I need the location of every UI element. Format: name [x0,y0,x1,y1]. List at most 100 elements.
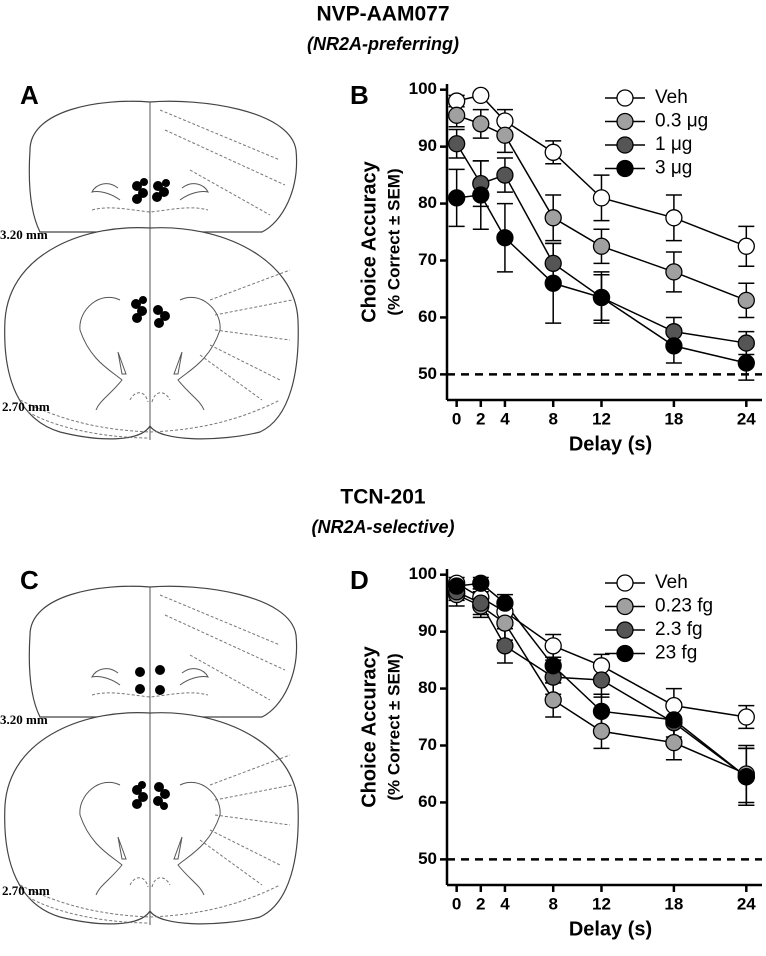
x-tick-label: 2 [476,894,485,913]
data-point [544,143,562,161]
data-point [737,768,755,786]
data-point [544,209,562,227]
legend-label: Veh [655,87,688,108]
y-tick-label: 60 [418,307,437,326]
y-tick-label: 50 [418,849,437,868]
legend-label: 0.3 μg [655,111,708,132]
legend-label: 2.3 fg [655,619,703,640]
panel-letter: D [350,565,369,595]
data-point [472,594,490,612]
x-tick-label: 18 [664,409,683,428]
data-point [544,254,562,273]
data-point [472,574,490,592]
legend-label: Veh [655,572,688,593]
x-axis-label: Delay (s) [569,433,652,455]
data-point [665,734,683,752]
legend-marker [616,644,634,663]
data-point [448,577,466,595]
x-tick-label: 0 [452,409,461,428]
y-tick-label: 60 [418,792,437,811]
data-point [665,209,683,227]
x-tick-label: 2 [476,409,485,428]
y-tick-label: 70 [418,735,437,754]
data-point [448,189,466,207]
x-tick-label: 8 [548,409,557,428]
data-point [496,614,514,632]
data-point [472,86,490,105]
x-tick-label: 24 [737,409,756,428]
y-axis-label: (% Correct ± SEM) [384,653,403,800]
y-axis-label: (% Correct ± SEM) [384,168,403,315]
legend-marker [616,597,634,616]
x-tick-label: 18 [664,894,683,913]
y-axis-label: Choice Accuracy [358,160,380,322]
legend-label: 3 μg [655,158,692,179]
data-point [544,274,562,292]
data-point [592,722,611,740]
y-tick-label: 100 [409,79,437,98]
data-point [737,334,755,352]
panel-letter: C [20,565,39,595]
x-tick-label: 8 [548,894,557,913]
brain-section-diagram [4,100,299,441]
chart-title: TCN-201 [340,486,426,509]
data-point [496,637,514,655]
data-point [496,166,514,184]
y-tick-label: 100 [409,564,437,583]
data-point [737,354,755,372]
data-point [592,702,611,720]
y-axis-label: Choice Accuracy [358,645,380,807]
data-point [448,135,466,153]
data-point [496,126,514,144]
legend-marker [616,159,634,178]
data-point [665,337,683,355]
section-level: 2.70 mm [2,883,50,898]
x-tick-label: 12 [592,894,611,913]
y-tick-label: 80 [418,193,437,212]
section-level: 2.70 mm [2,399,50,414]
legend-marker [616,112,634,131]
data-point [665,263,683,281]
data-point [592,288,611,307]
legend-label: 0.23 fg [655,596,713,617]
brain-section-diagram [4,585,299,926]
data-point [544,657,562,675]
panel-letter: A [20,80,39,110]
legend-marker [616,89,634,107]
data-point [448,106,466,124]
legend-marker [616,574,634,592]
x-axis-label: Delay (s) [569,918,652,940]
x-tick-label: 24 [737,894,756,913]
legend-marker [616,136,634,154]
data-point [496,594,514,612]
legend-label: 23 fg [655,643,697,664]
x-tick-label: 4 [500,894,510,913]
y-tick-label: 80 [418,678,437,697]
data-point [472,115,490,133]
section-level: 3.20 mm [0,227,48,242]
data-point [665,711,683,729]
y-tick-label: 90 [418,136,437,155]
chart-title: NVP-AAM077 [316,3,449,26]
legend-label: 1 μg [655,134,692,155]
chart-subtitle: (NR2A-preferring) [307,34,459,54]
x-tick-label: 4 [500,409,510,428]
y-tick-label: 70 [418,250,437,269]
data-point [592,189,611,207]
data-point [737,708,755,726]
panel-letter: B [350,80,369,110]
data-point [544,637,562,655]
chart-subtitle: (NR2A-selective) [311,517,454,537]
data-point [592,671,611,689]
y-tick-label: 50 [418,364,437,383]
data-point [472,186,490,204]
infusion-sites [131,178,170,810]
data-point [737,237,755,255]
data-point [544,691,562,709]
data-point [737,291,755,310]
legend-marker [616,621,634,639]
y-tick-label: 90 [418,621,437,640]
section-level: 3.20 mm [0,712,48,727]
data-point [496,229,514,247]
